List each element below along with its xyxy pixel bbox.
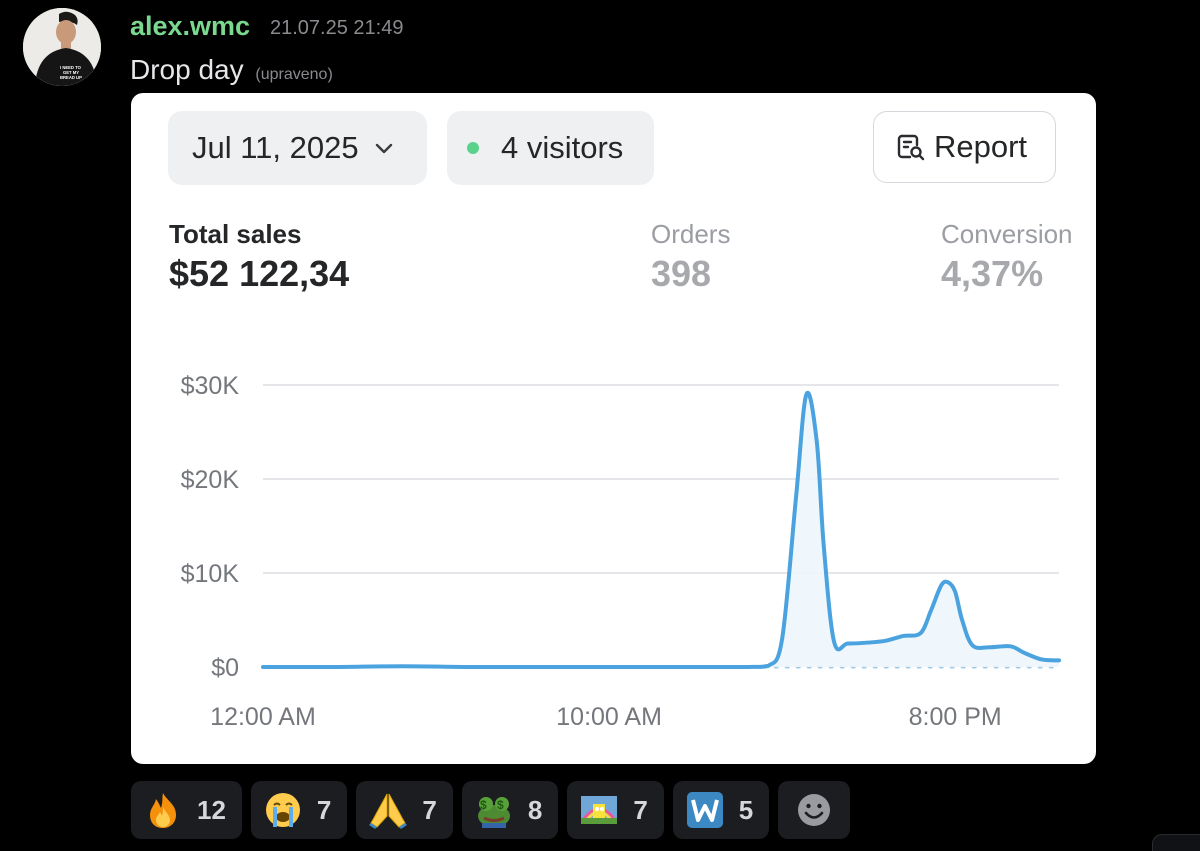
reaction-letter-w[interactable]: 5: [672, 781, 770, 839]
visitors-label: 4 visitors: [501, 130, 624, 165]
avatar[interactable]: I NEED TO GET MY BREAD UP: [23, 8, 101, 86]
reaction-count: 12: [197, 794, 226, 825]
chevron-down-icon: [373, 137, 395, 159]
folded-hands-icon: [368, 790, 408, 830]
y-tick-label: $30K: [181, 372, 240, 400]
edited-label: (upraveno): [255, 66, 333, 83]
letter-w-icon: [685, 790, 725, 830]
date-picker: Jul 11, 2025: [168, 111, 427, 185]
reaction-count: 7: [422, 794, 437, 825]
report-button: Report: [873, 111, 1056, 183]
message-text: Drop day (upraveno): [130, 54, 333, 86]
money-frog-icon: $ $: [474, 790, 514, 830]
sales-area-fill: [263, 392, 1059, 667]
reaction-count: 7: [633, 794, 648, 825]
orders-value: 398: [651, 253, 712, 294]
reaction-sponge-rainbow[interactable]: 7: [567, 781, 664, 839]
reaction-count: 8: [527, 794, 543, 825]
total-sales-value: $52 122,34: [169, 253, 350, 294]
sponge-rainbow-icon: [579, 790, 619, 830]
live-status-dot-icon: [467, 142, 479, 154]
total-sales-label: Total sales: [169, 219, 302, 249]
conversion-label: Conversion: [941, 219, 1073, 249]
sales-area-chart: $0 $10K $20K $30K 12:00 AM 10:00 AM 8:00 PM: [181, 372, 1061, 731]
x-tick-label: 12:00 AM: [210, 703, 316, 731]
svg-text:I NEED TO: I NEED TO: [60, 65, 82, 70]
live-visitors-badge: 4 visitors: [447, 111, 654, 185]
message-timestamp: 21.07.25 21:49: [270, 17, 404, 39]
svg-text:$: $: [497, 798, 504, 812]
reaction-count: 5: [738, 794, 754, 825]
orders-label: Orders: [651, 219, 731, 249]
y-tick-label: $20K: [181, 466, 240, 494]
smiley-add-icon: [794, 790, 834, 830]
reaction-money-frog[interactable]: $ $ 8: [461, 781, 559, 839]
floating-action-button[interactable]: [1152, 834, 1200, 851]
reaction-crying-face[interactable]: 7: [250, 781, 348, 839]
add-reaction-button[interactable]: [778, 781, 851, 839]
reaction-count: 7: [316, 794, 332, 825]
svg-text:$: $: [480, 798, 487, 812]
y-tick-label: $10K: [181, 560, 240, 588]
date-label: Jul 11, 2025: [192, 130, 359, 165]
x-tick-label: 8:00 PM: [909, 703, 1002, 731]
fire-icon: [143, 790, 183, 830]
username[interactable]: alex.wmc: [130, 11, 251, 41]
reaction-bar: 12 7: [131, 781, 859, 839]
x-tick-label: 10:00 AM: [556, 703, 662, 731]
svg-text:BREAD UP: BREAD UP: [60, 75, 82, 80]
svg-text:GET MY: GET MY: [63, 70, 79, 75]
report-search-icon: [896, 132, 926, 162]
message-content: Drop day: [130, 54, 244, 85]
report-label: Report: [934, 129, 1028, 164]
conversion-value: 4,37%: [941, 253, 1044, 294]
reaction-folded-hands[interactable]: 7: [356, 781, 453, 839]
reaction-fire[interactable]: 12: [131, 781, 242, 839]
user-photo: I NEED TO GET MY BREAD UP: [23, 8, 101, 86]
y-tick-label: $0: [211, 654, 239, 682]
sales-dashboard-image[interactable]: Jul 11, 2025 4 visitors Report: [131, 93, 1096, 764]
crying-face-icon: [263, 790, 303, 830]
